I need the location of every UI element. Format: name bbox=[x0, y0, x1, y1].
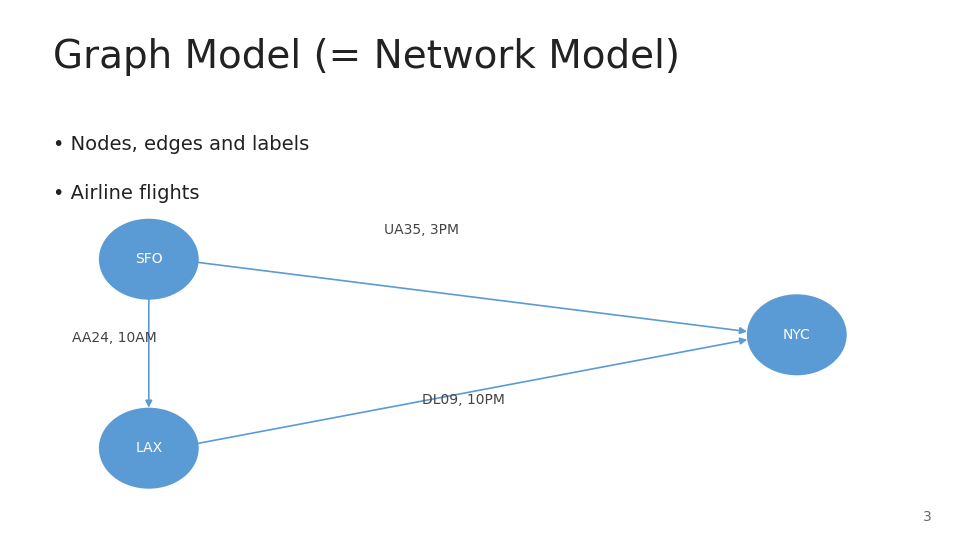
Text: • Nodes, edges and labels: • Nodes, edges and labels bbox=[53, 135, 309, 154]
Ellipse shape bbox=[99, 219, 199, 300]
Text: LAX: LAX bbox=[135, 441, 162, 455]
Text: SFO: SFO bbox=[135, 252, 162, 266]
Ellipse shape bbox=[747, 294, 847, 375]
FancyArrowPatch shape bbox=[146, 300, 152, 406]
Text: NYC: NYC bbox=[783, 328, 810, 342]
FancyArrowPatch shape bbox=[199, 339, 745, 443]
Text: UA35, 3PM: UA35, 3PM bbox=[384, 222, 459, 237]
Text: DL09, 10PM: DL09, 10PM bbox=[422, 393, 505, 407]
FancyArrowPatch shape bbox=[199, 262, 745, 333]
Text: Graph Model (= Network Model): Graph Model (= Network Model) bbox=[53, 38, 680, 76]
Text: • Airline flights: • Airline flights bbox=[53, 184, 200, 202]
Ellipse shape bbox=[99, 408, 199, 489]
Text: 3: 3 bbox=[923, 510, 931, 524]
Text: AA24, 10AM: AA24, 10AM bbox=[72, 330, 156, 345]
